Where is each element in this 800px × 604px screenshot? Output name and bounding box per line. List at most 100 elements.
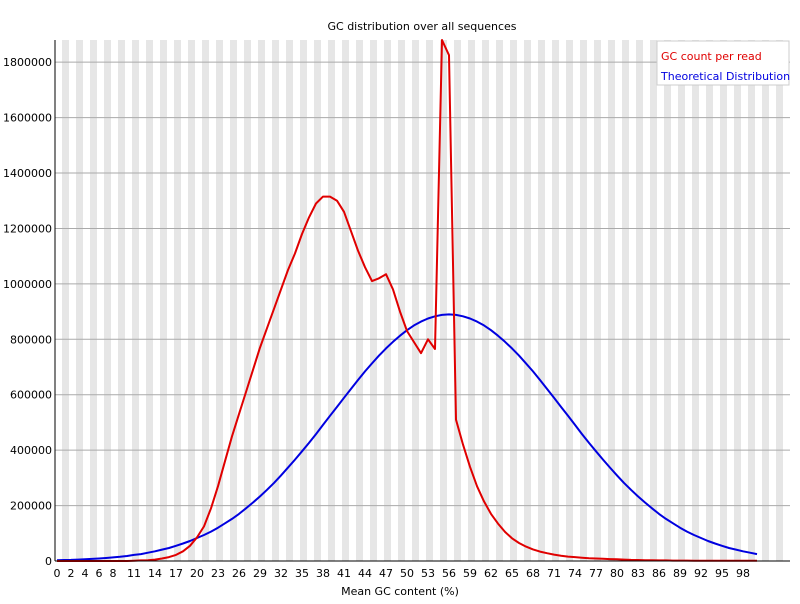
x-tick-label: 80 (610, 567, 624, 580)
stripe (118, 40, 125, 561)
x-tick-labels: 0 2 4 6 8 11 14 17 20 23 26 29 32 35 38 41 44 47 50 53 56 59 6… (54, 567, 751, 580)
stripe (524, 40, 531, 561)
series-line-gc-count-per-read (57, 39, 757, 562)
legend: GC count per read Theoretical Distributi… (656, 40, 790, 86)
x-tick-label: 53 (421, 567, 435, 580)
stripe (748, 40, 755, 561)
x-tick-label: 32 (274, 567, 288, 580)
x-tick-label: 2 (68, 567, 75, 580)
stripe (769, 40, 776, 561)
x-tick-label: 6 (96, 567, 103, 580)
legend-box (656, 40, 790, 86)
x-tick-label: 35 (295, 567, 309, 580)
stripe (447, 40, 454, 561)
stripe (650, 40, 657, 561)
stripe (629, 40, 636, 561)
stripe (174, 40, 181, 561)
stripe (90, 40, 97, 561)
stripe (580, 40, 587, 561)
stripe (265, 40, 272, 561)
stripe (384, 40, 391, 561)
stripe (146, 40, 153, 561)
stripe (685, 40, 692, 561)
x-tick-label: 74 (568, 567, 582, 580)
stripe (566, 40, 573, 561)
stripe (622, 40, 629, 561)
stripe (307, 40, 314, 561)
stripe (349, 40, 356, 561)
legend-entry-theoretical: Theoretical Distribution (660, 70, 790, 83)
x-tick-label: 86 (652, 567, 666, 580)
x-tick-label: 95 (715, 567, 729, 580)
y-tick-labels: 0 200000 400000 600000 800000 1000000 1200000 1… (3, 56, 52, 568)
stripe (370, 40, 377, 561)
stripe (706, 40, 713, 561)
stripe (517, 40, 524, 561)
stripe (559, 40, 566, 561)
stripe (391, 40, 398, 561)
stripe (125, 40, 132, 561)
stripe (132, 40, 139, 561)
stripe (608, 40, 615, 561)
x-tick-label: 4 (82, 567, 89, 580)
stripe (482, 40, 489, 561)
stripe (678, 40, 685, 561)
stripe (321, 40, 328, 561)
stripe (69, 40, 76, 561)
stripe (153, 40, 160, 561)
stripe (762, 40, 769, 561)
x-axis-label: Mean GC content (%) (341, 585, 459, 598)
stripe (545, 40, 552, 561)
y-tick-label: 1000000 (3, 278, 52, 291)
stripe (461, 40, 468, 561)
y-tick-label: 800000 (10, 333, 52, 346)
stripe (503, 40, 510, 561)
stripe (440, 40, 447, 561)
stripe (244, 40, 251, 561)
stripe (734, 40, 741, 561)
stripe (97, 40, 104, 561)
background-stripes (55, 40, 790, 561)
stripe (531, 40, 538, 561)
stripe (783, 40, 790, 561)
x-tick-label: 50 (400, 567, 414, 580)
series-lines (56, 39, 758, 562)
stripe (314, 40, 321, 561)
x-tick-label: 29 (253, 567, 267, 580)
y-tick-label: 400000 (10, 444, 52, 457)
stripe (573, 40, 580, 561)
stripe (426, 40, 433, 561)
y-tick-label: 600000 (10, 389, 52, 402)
x-tick-label: 23 (211, 567, 225, 580)
stripe (475, 40, 482, 561)
y-tick-label: 1600000 (3, 112, 52, 125)
stripe (468, 40, 475, 561)
stripe (412, 40, 419, 561)
stripe (699, 40, 706, 561)
stripe (209, 40, 216, 561)
x-tick-label: 47 (379, 567, 393, 580)
x-tick-label: 98 (736, 567, 750, 580)
stripe (62, 40, 69, 561)
stripe (489, 40, 496, 561)
stripe (335, 40, 342, 561)
stripe (377, 40, 384, 561)
stripe (664, 40, 671, 561)
stripe (279, 40, 286, 561)
chart-title: GC distribution over all sequences (328, 20, 517, 33)
stripe (776, 40, 783, 561)
stripe (398, 40, 405, 561)
stripe (83, 40, 90, 561)
x-tick-label: 8 (110, 567, 117, 580)
stripe (405, 40, 412, 561)
x-tick-label: 77 (589, 567, 603, 580)
stripe (510, 40, 517, 561)
stripe (454, 40, 461, 561)
stripe (160, 40, 167, 561)
y-tick-label: 1200000 (3, 222, 52, 235)
x-tick-label: 89 (673, 567, 687, 580)
stripe (286, 40, 293, 561)
stripe (139, 40, 146, 561)
x-tick-label: 26 (232, 567, 246, 580)
stripe (496, 40, 503, 561)
